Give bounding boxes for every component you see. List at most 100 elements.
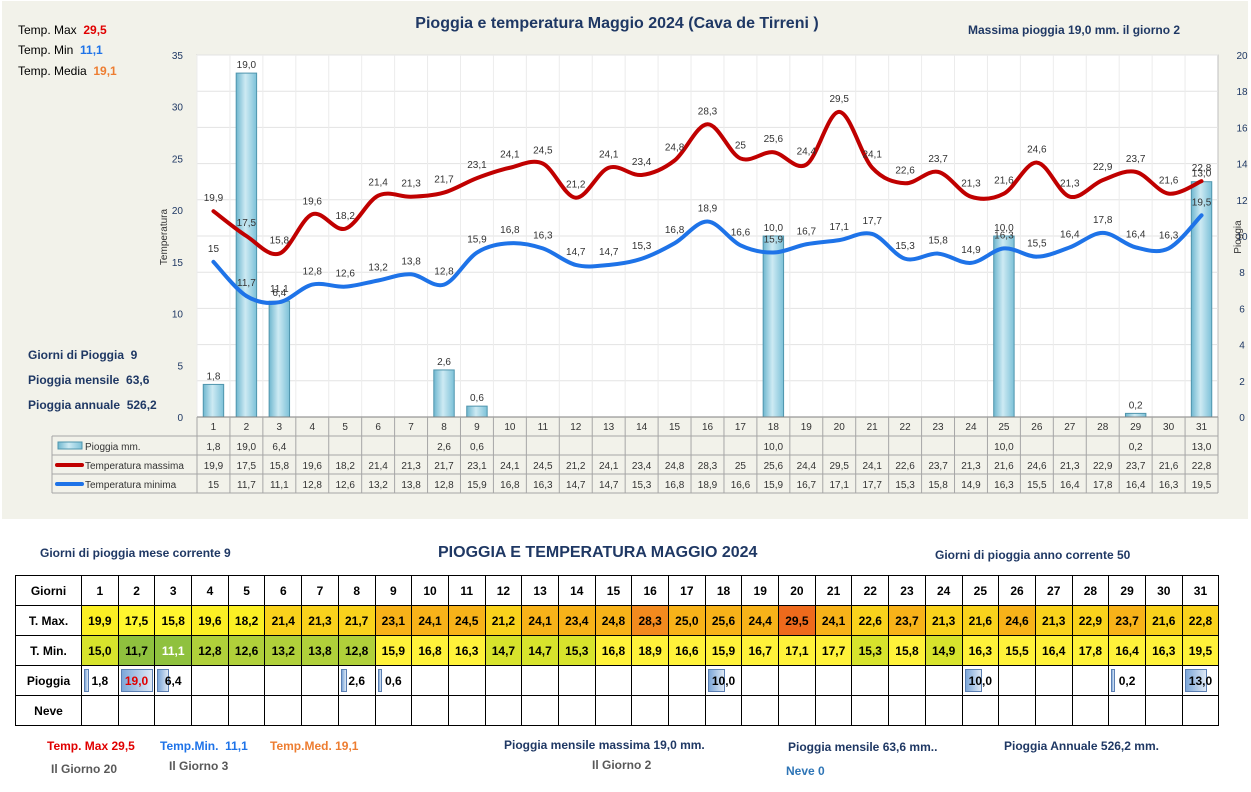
rain-cell: 10,0 xyxy=(961,665,1000,696)
days-cell: 31 xyxy=(1181,575,1220,606)
rain-cell xyxy=(814,665,853,696)
rain-cell xyxy=(264,665,303,696)
tmin-cell: 14,7 xyxy=(521,635,559,666)
tmax-cell: 21,4 xyxy=(264,605,303,636)
tmin-line-label: 11,7 xyxy=(237,278,256,289)
footer-tmax-day: Il Giorno 20 xyxy=(51,762,118,776)
tmin-line-label: 16,4 xyxy=(1060,229,1080,240)
y2-tick-label: 6 xyxy=(1239,304,1245,315)
days-cell: 10 xyxy=(411,575,449,606)
tmin-line xyxy=(211,213,1204,305)
tmax-line-label: 19,6 xyxy=(303,196,323,207)
legend-table-value: 15,9 xyxy=(467,480,487,491)
rain-bar-label: 13,0 xyxy=(1192,169,1212,180)
tmin-line-label: 11,1 xyxy=(270,284,289,295)
tmax-cell: 25,0 xyxy=(668,605,706,636)
x-tick-label: 5 xyxy=(342,422,348,433)
tmin-line-label: 14,9 xyxy=(961,245,981,256)
legend-table-value: 21,3 xyxy=(961,461,981,472)
tmax-line xyxy=(211,109,1204,257)
y-tick-label: 10 xyxy=(172,310,184,321)
legend-table-value: 15 xyxy=(208,480,220,491)
legend-table-value: 16,8 xyxy=(665,480,685,491)
tmin-cell: 13,8 xyxy=(301,635,339,666)
legend-table-value: 29,5 xyxy=(830,461,850,472)
legend-table-value: 19,5 xyxy=(1192,480,1212,491)
tmin-cell: 15,9 xyxy=(704,635,743,666)
top-rain-days: Giorni di Pioggia 9 xyxy=(28,348,138,362)
legend-table-value: 23,7 xyxy=(928,461,948,472)
rain-cell-bar xyxy=(1184,669,1208,692)
footer-tmin-day: Il Giorno 3 xyxy=(169,759,229,773)
y-tick-label: 15 xyxy=(172,258,184,269)
tmax-cell: 17,5 xyxy=(117,605,156,636)
rain-cell-bar xyxy=(84,669,89,692)
legend-table-value: 28,3 xyxy=(698,461,718,472)
rain-cell xyxy=(888,665,926,696)
tmin-cell: 15,5 xyxy=(998,635,1036,666)
footer-tmed: Temp.Med. 19,1 xyxy=(270,739,359,753)
legend-table-value: 14,7 xyxy=(599,480,619,491)
days-cell: 13 xyxy=(521,575,559,606)
tmin-cell: 16,4 xyxy=(1034,635,1073,666)
y-tick-label: 0 xyxy=(177,413,183,424)
x-tick-label: 1 xyxy=(211,422,217,433)
legend-table-value: 18,2 xyxy=(335,461,355,472)
tmin-cell: 15,3 xyxy=(851,635,890,666)
tmin-line-label: 16,3 xyxy=(533,230,553,241)
rain-cell xyxy=(631,665,669,696)
tmax-cell: 28,3 xyxy=(631,605,669,636)
rain-cell-bar xyxy=(377,669,382,692)
tmax-line-label: 22,8 xyxy=(1192,163,1212,174)
tmin-cell: 17,8 xyxy=(1071,635,1110,666)
rain-cell: 0,6 xyxy=(374,665,413,696)
legend-table-value: 16,3 xyxy=(1159,480,1179,491)
tmin-line-label: 13,8 xyxy=(401,256,421,267)
footer-max-rain: Pioggia mensile massima 19,0 mm. xyxy=(504,738,705,752)
legend-table-value: 15,9 xyxy=(764,480,784,491)
legend-table-value: 25 xyxy=(735,461,747,472)
rain-cell-bar xyxy=(340,669,347,692)
tmax-line-label: 23,7 xyxy=(928,154,948,165)
snow-cell xyxy=(117,695,156,726)
footer-snow: Neve 0 xyxy=(786,764,825,778)
rain-cell: 10,0 xyxy=(704,665,743,696)
x-tick-label: 6 xyxy=(375,422,381,433)
table-left-note: Giorni di pioggia mese corrente 9 xyxy=(40,546,231,560)
rain-cell xyxy=(484,665,523,696)
legend-table-value: 22,6 xyxy=(895,461,915,472)
y2-tick-label: 2 xyxy=(1239,377,1245,388)
rain-cell xyxy=(447,665,486,696)
footer-tmax: Temp. Max 29,5 xyxy=(47,739,135,753)
tmin-cell: 16,3 xyxy=(447,635,486,666)
x-tick-label: 31 xyxy=(1196,422,1208,433)
legend-entry: Pioggia mm. xyxy=(85,442,141,453)
rain-cell-value: 6,4 xyxy=(164,673,182,688)
tmax-line-label: 25 xyxy=(735,140,747,151)
rain-cell: 19,0 xyxy=(117,665,156,696)
tmax-cell: 25,6 xyxy=(704,605,743,636)
snow-cell xyxy=(1071,695,1110,726)
tmax-row: T. Max. 19,9 17,5 15,8 19,6 18,2 21,4 21,3 21,7 2… xyxy=(15,605,1220,636)
days-cell: 11 xyxy=(447,575,486,606)
legend-table-value: 19,0 xyxy=(237,442,257,453)
legend-table-value: 11,7 xyxy=(237,480,256,491)
legend-table-value: 21,6 xyxy=(1159,461,1179,472)
tmin-line-label: 12,8 xyxy=(303,267,323,278)
snow-cell xyxy=(1108,695,1146,726)
tmin-row-label: T. Min. xyxy=(15,635,82,666)
x-tick-label: 9 xyxy=(474,422,480,433)
legend-table-value: 16,6 xyxy=(731,480,751,491)
x-tick-label: 20 xyxy=(834,422,846,433)
legend-table-value: 21,4 xyxy=(368,461,388,472)
days-cell: 16 xyxy=(631,575,669,606)
top-rain-year: Pioggia annuale 526,2 xyxy=(28,398,157,412)
tmin-cell: 15,0 xyxy=(81,635,119,666)
days-cell: 14 xyxy=(557,575,596,606)
y2-tick-label: 8 xyxy=(1239,268,1245,279)
rain-cell-bar xyxy=(157,669,170,692)
legend-table-value: 21,3 xyxy=(401,461,421,472)
tmin-cell: 16,4 xyxy=(1108,635,1146,666)
tmax-line-label: 21,2 xyxy=(566,180,586,191)
tmax-line-label: 23,7 xyxy=(1126,154,1146,165)
